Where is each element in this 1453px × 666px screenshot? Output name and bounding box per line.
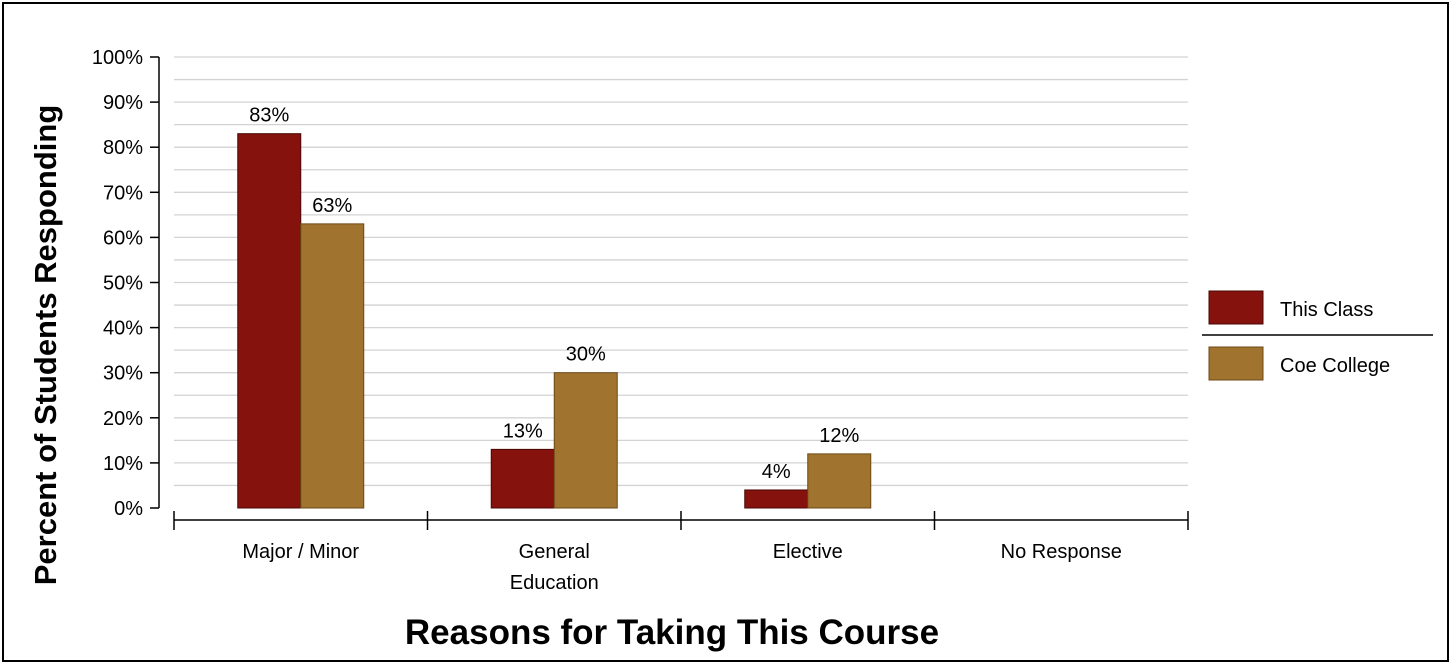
x-category-label: Education (510, 572, 599, 594)
y-tick-label: 90% (103, 92, 143, 114)
y-tick-label: 50% (103, 273, 143, 295)
y-tick-label: 40% (103, 318, 143, 340)
bars (237, 133, 872, 509)
y-tick-label: 0% (114, 498, 143, 520)
y-axis-title: Percent of Students Responding (28, 105, 63, 586)
y-tick-label: 100% (92, 47, 143, 69)
data-label: 30% (566, 344, 606, 366)
bar-coe-college (553, 372, 618, 509)
legend: This Class Coe College (1202, 290, 1433, 381)
y-axis: 0% 10% 20% 30% 40% 50% 60% 70% 80% 90% 100% (92, 47, 160, 520)
y-tick-label: 20% (103, 408, 143, 430)
legend-swatch (1208, 346, 1264, 381)
legend-swatch (1208, 290, 1264, 325)
x-category-label: No Response (1001, 541, 1122, 563)
data-label: 63% (312, 195, 352, 217)
x-axis: Major / Minor General Education Elective No … (173, 511, 1189, 594)
bar-coe-college (807, 453, 872, 509)
bar-this-class (490, 448, 555, 509)
legend-label: Coe College (1280, 355, 1390, 377)
data-label: 12% (819, 425, 859, 447)
data-label: 83% (249, 105, 289, 127)
x-category-label: Elective (773, 541, 843, 563)
y-tick-label: 10% (103, 453, 143, 475)
y-tick-label: 30% (103, 363, 143, 385)
legend-label: This Class (1280, 299, 1373, 321)
bar-coe-college (300, 223, 365, 509)
x-category-label: Major / Minor (242, 541, 359, 563)
data-label: 4% (762, 461, 791, 483)
bar-this-class (744, 489, 809, 509)
bar-this-class (237, 133, 302, 509)
y-tick-label: 60% (103, 227, 143, 249)
data-label: 13% (503, 420, 543, 442)
y-tick-label: 80% (103, 137, 143, 159)
data-labels: 83% 13% 4% 63% 30% 12% (249, 105, 859, 483)
y-tick-label: 70% (103, 182, 143, 204)
x-category-label: General (519, 541, 590, 563)
x-axis-title: Reasons for Taking This Course (405, 613, 939, 652)
